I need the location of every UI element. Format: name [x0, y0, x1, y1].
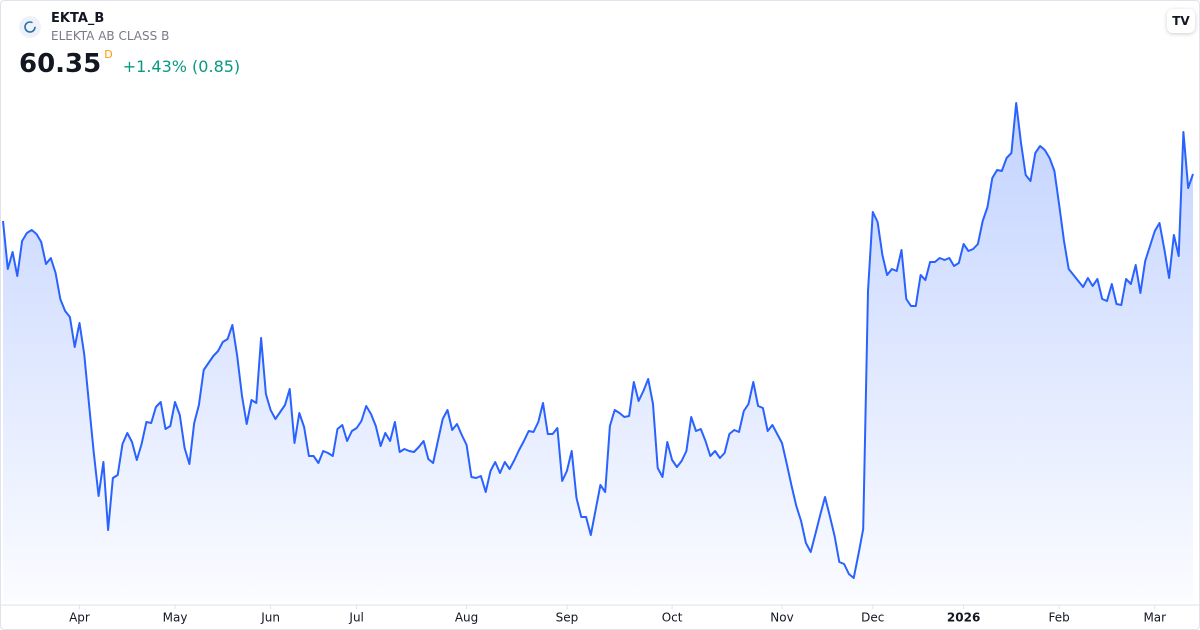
price-row: 60.35 D +1.43% (0.85)	[19, 48, 241, 79]
x-tick-label: Apr	[69, 611, 90, 625]
x-tick-label: Mar	[1143, 611, 1166, 625]
price: 60.35	[19, 49, 102, 79]
symbol: EKTA_B	[51, 11, 105, 26]
x-tick-label: Aug	[455, 611, 478, 625]
company-name: ELEKTA AB CLASS B	[51, 29, 170, 43]
x-tick-label: Jun	[260, 611, 280, 625]
area-fill	[3, 103, 1193, 601]
price-line	[2, 102, 1194, 579]
x-tick-label: Nov	[770, 611, 793, 625]
x-tick-label: Jul	[348, 611, 363, 625]
header: EKTA_B ELEKTA AB CLASS B 60.35 D +1.43% …	[19, 11, 240, 79]
brand-logo[interactable]: TV	[1167, 9, 1195, 33]
x-tick-label: Sep	[556, 611, 579, 625]
interval: D	[104, 48, 113, 61]
x-tick-label: Oct	[662, 611, 683, 625]
logo	[19, 16, 41, 38]
x-tick-label: Dec	[861, 611, 884, 625]
symbol-row: EKTA_B ELEKTA AB CLASS B	[19, 11, 240, 43]
x-tick-label: Feb	[1049, 611, 1070, 625]
x-tick-label: May	[163, 611, 188, 625]
change: +1.43% (0.85)	[122, 57, 241, 76]
x-tick-label: 2026	[947, 611, 980, 625]
